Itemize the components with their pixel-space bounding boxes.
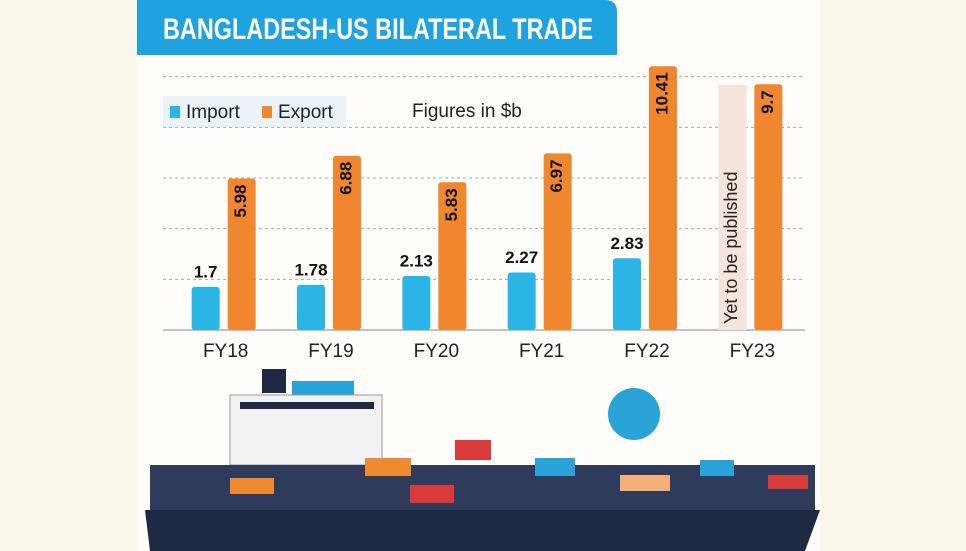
bar: [333, 155, 361, 330]
legend-swatch: [262, 106, 272, 118]
value-label: 6.88: [336, 162, 355, 195]
legend-swatch: [170, 106, 180, 118]
annotation: Yet to be published: [721, 172, 741, 324]
value-label: 5.83: [442, 188, 461, 221]
value-label: 1.78: [294, 260, 327, 279]
bar: [227, 178, 256, 330]
chart-title: BANGLADESH-US BILATERAL TRADE: [163, 13, 593, 46]
title-banner: [137, 0, 617, 55]
placeholder-bar: [718, 85, 747, 330]
legend-label: Export: [278, 102, 334, 123]
container: [455, 440, 491, 460]
container: [535, 458, 575, 476]
value-label: 5.98: [231, 185, 250, 218]
hull: [145, 510, 820, 551]
legend-label: Import: [186, 102, 241, 123]
value-label: 2.27: [505, 248, 538, 267]
windows: [240, 402, 374, 409]
container: [768, 475, 808, 489]
value-label: 9.7: [758, 90, 777, 114]
bar: [613, 258, 641, 330]
bar: [543, 153, 572, 330]
x-tick-label: FY23: [730, 341, 775, 362]
bar: [754, 84, 783, 331]
bar: [402, 276, 431, 330]
value-label: 10.41: [652, 72, 671, 115]
x-tick-label: FY21: [519, 341, 564, 362]
subtitle: Figures in $b: [412, 101, 522, 122]
value-label: 2.13: [400, 252, 433, 271]
x-tick-label: FY18: [203, 341, 248, 362]
container: [700, 460, 734, 476]
funnel: [262, 369, 286, 393]
value-label: 2.83: [610, 234, 643, 253]
value-label: 6.97: [547, 159, 566, 192]
legend-box: [163, 96, 346, 128]
x-tick-label: FY20: [414, 341, 459, 362]
value-label: 1.7: [194, 262, 218, 281]
bar: [649, 66, 677, 330]
bar: [191, 286, 220, 330]
bar: [297, 284, 325, 330]
container: [230, 478, 274, 494]
ship: [145, 369, 820, 551]
x-tick-label: FY19: [308, 341, 353, 362]
logo: [608, 388, 660, 440]
container: [620, 475, 670, 491]
bar: [438, 182, 467, 330]
container: [410, 485, 454, 503]
container: [365, 458, 411, 476]
bar: [507, 272, 536, 330]
bridge-top: [292, 381, 354, 395]
x-tick-label: FY22: [624, 341, 669, 362]
